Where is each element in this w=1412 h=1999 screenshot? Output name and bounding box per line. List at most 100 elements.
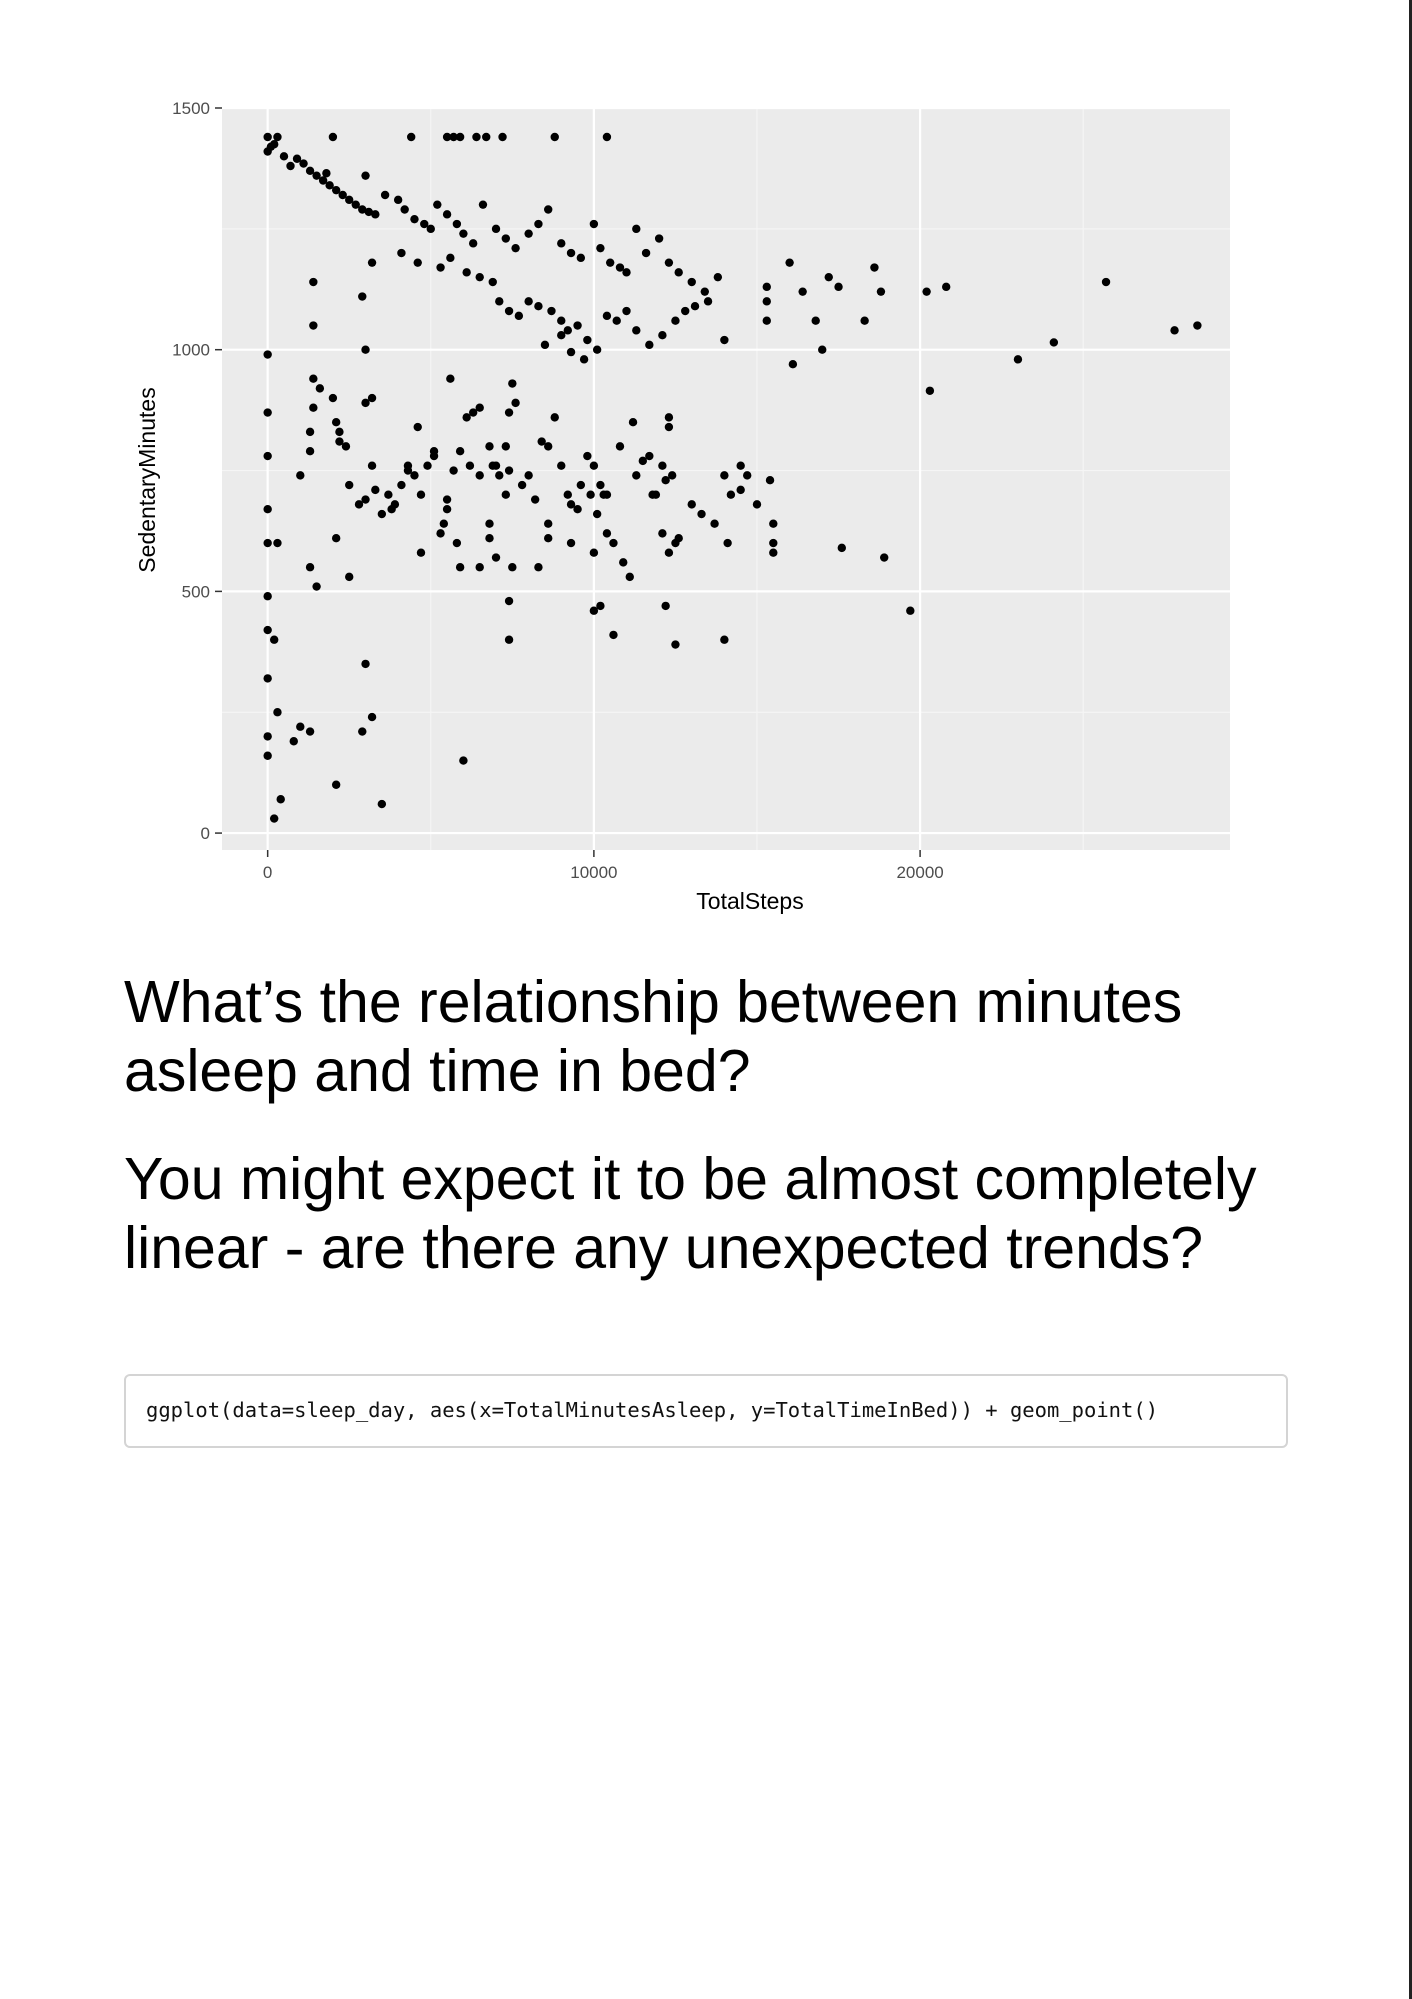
- data-point: [306, 727, 314, 735]
- x-tick-label: 0: [263, 863, 272, 882]
- data-point: [906, 607, 914, 615]
- data-point: [567, 539, 575, 547]
- data-point: [511, 399, 519, 407]
- data-point: [551, 133, 559, 141]
- data-point: [427, 225, 435, 233]
- data-point: [688, 278, 696, 286]
- data-point: [763, 316, 771, 324]
- data-point: [263, 732, 271, 740]
- data-point: [361, 495, 369, 503]
- data-point: [648, 491, 656, 499]
- data-point: [508, 379, 516, 387]
- y-tick-label: 0: [201, 824, 210, 843]
- data-point: [619, 558, 627, 566]
- data-point: [596, 481, 604, 489]
- data-point: [661, 602, 669, 610]
- data-point: [309, 374, 317, 382]
- data-point: [586, 491, 594, 499]
- data-point: [476, 273, 484, 281]
- data-point: [603, 491, 611, 499]
- data-point: [710, 520, 718, 528]
- data-point: [410, 215, 418, 223]
- code-block[interactable]: ggplot(data=sleep_day, aes(x=TotalMinute…: [124, 1374, 1288, 1448]
- data-point: [668, 471, 676, 479]
- data-point: [446, 254, 454, 262]
- data-point: [626, 573, 634, 581]
- data-point: [371, 486, 379, 494]
- data-point: [860, 316, 868, 324]
- data-point: [361, 660, 369, 668]
- data-point: [329, 394, 337, 402]
- data-point: [329, 133, 337, 141]
- data-point: [273, 539, 281, 547]
- data-point: [763, 283, 771, 291]
- data-point: [697, 510, 705, 518]
- data-point: [361, 345, 369, 353]
- data-point: [368, 462, 376, 470]
- data-point: [880, 553, 888, 561]
- data-point: [290, 737, 298, 745]
- data-point: [485, 442, 493, 450]
- data-point: [785, 258, 793, 266]
- data-point: [798, 287, 806, 295]
- data-point: [489, 278, 497, 286]
- followup-heading: You might expect it to be almost complet…: [124, 1145, 1324, 1283]
- data-point: [479, 200, 487, 208]
- data-point: [769, 520, 777, 528]
- data-point: [671, 640, 679, 648]
- data-point: [400, 205, 408, 213]
- data-point: [671, 316, 679, 324]
- data-point: [714, 273, 722, 281]
- data-point: [577, 481, 585, 489]
- y-tick-label: 1500: [172, 99, 210, 118]
- scatter-chart: 0 10000 20000050010001500 TotalSteps Seden…: [120, 90, 1290, 920]
- data-point: [381, 191, 389, 199]
- data-point: [926, 387, 934, 395]
- data-point: [453, 539, 461, 547]
- data-point: [720, 636, 728, 644]
- data-point: [414, 423, 422, 431]
- data-point: [590, 462, 598, 470]
- data-point: [674, 268, 682, 276]
- data-point: [688, 500, 696, 508]
- y-tick-label: 1000: [172, 341, 210, 360]
- data-point: [345, 573, 353, 581]
- data-point: [502, 491, 510, 499]
- data-point: [342, 442, 350, 450]
- data-point: [469, 239, 477, 247]
- data-point: [394, 196, 402, 204]
- data-point: [273, 133, 281, 141]
- data-point: [736, 462, 744, 470]
- data-point: [306, 447, 314, 455]
- data-point: [312, 582, 320, 590]
- data-point: [753, 500, 761, 508]
- data-point: [502, 234, 510, 242]
- data-point: [557, 462, 565, 470]
- data-point: [877, 287, 885, 295]
- data-point: [489, 462, 497, 470]
- data-point: [720, 336, 728, 344]
- data-point: [378, 510, 386, 518]
- data-point: [609, 631, 617, 639]
- data-point: [263, 674, 271, 682]
- data-point: [613, 316, 621, 324]
- data-point: [436, 529, 444, 537]
- data-point: [430, 452, 438, 460]
- data-point: [368, 713, 376, 721]
- data-point: [485, 520, 493, 528]
- data-point: [622, 307, 630, 315]
- data-point: [645, 452, 653, 460]
- data-point: [590, 549, 598, 557]
- data-point: [397, 249, 405, 257]
- data-point: [443, 505, 451, 513]
- data-point: [789, 360, 797, 368]
- data-point: [541, 341, 549, 349]
- data-point: [270, 814, 278, 822]
- data-point: [1102, 278, 1110, 286]
- data-point: [573, 321, 581, 329]
- data-point: [743, 471, 751, 479]
- data-point: [583, 336, 591, 344]
- data-point: [449, 466, 457, 474]
- data-point: [632, 326, 640, 334]
- data-point: [335, 428, 343, 436]
